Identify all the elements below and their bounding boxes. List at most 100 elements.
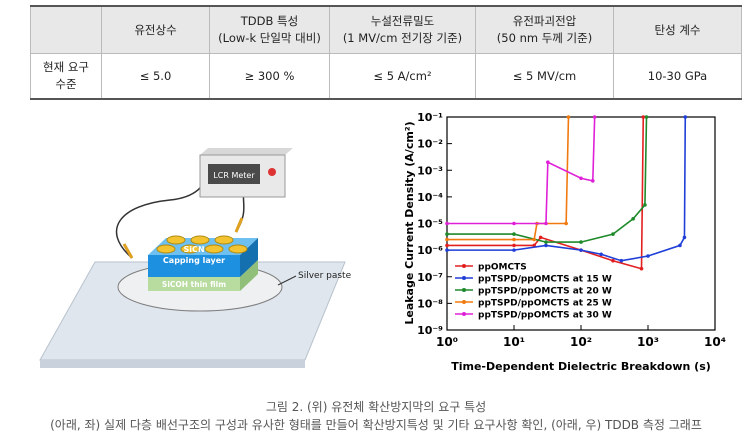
pad [156, 244, 176, 254]
point [579, 248, 583, 252]
pad [190, 235, 210, 245]
point [532, 237, 536, 242]
point [643, 203, 647, 207]
cap-label: Capping layer [163, 256, 225, 265]
x-tick-label: 10¹ [503, 335, 525, 349]
point [546, 160, 550, 165]
header-text: TDDB 특성 [240, 14, 299, 28]
point [512, 243, 516, 248]
header-text: 유전상수 [134, 22, 177, 37]
header-cell: TDDB 특성 (Low-k 단일막 대비) [209, 5, 330, 54]
electrodes [156, 235, 248, 254]
point [512, 232, 516, 236]
point [445, 237, 449, 242]
point [512, 248, 516, 252]
x-tick-label: 10² [570, 335, 592, 349]
caption-line: (아래, 좌) 실제 다층 배선구조의 구성과 유사한 형태를 만들어 확산방지… [50, 418, 702, 432]
data-row: 현재 요구 수준 ≤ 5.0 ≥ 300 % ≤ 5 A/cm² ≤ 5 MV/cm 10-… [30, 53, 742, 100]
y-tick-label: 10⁻⁸ [417, 297, 443, 310]
probe [234, 217, 244, 233]
row-label-text: 현재 요구 [43, 60, 89, 74]
header-cell: 누설전류밀도 (1 MV/cm 전기장 기준) [329, 5, 476, 54]
chart: Time-Dependent Dielectric Breakdown (s) … [403, 111, 726, 373]
header-text: (1 MV/cm 전기장 기준) [342, 31, 463, 45]
x-tick-label: 10⁴ [704, 335, 726, 349]
film-side [240, 260, 258, 291]
point [631, 217, 635, 221]
series-line [447, 116, 648, 243]
caption: 그림 2. (위) 유전체 확산방지막의 요구 특성 (아래, 좌) 실제 다층… [0, 398, 752, 434]
legend-marker [462, 276, 466, 280]
value-cell: ≥ 300 % [209, 53, 330, 100]
pad [228, 244, 248, 254]
legend-label: ppTSPD/ppOMCTS at 15 W [478, 275, 612, 285]
cap-label: SiCN [183, 245, 204, 254]
header-text: 유전파괴전압 [512, 14, 577, 28]
point [644, 115, 649, 119]
legend-label: ppTSPD/ppOMCTS at 30 W [478, 311, 612, 321]
x-tick-label: 10³ [637, 335, 659, 349]
legend-label: ppOMCTS [478, 263, 527, 273]
point [544, 221, 548, 226]
legend-label: ppTSPD/ppOMCTS at 20 W [478, 287, 612, 297]
point [646, 254, 650, 258]
header-cell: 유전파괴전압 (50 nm 두께 기준) [475, 5, 614, 54]
pad [204, 244, 224, 254]
point [641, 115, 646, 119]
point [445, 243, 449, 248]
paste-label: Silver paste [298, 271, 352, 281]
point [544, 243, 548, 248]
y-tick-label: 10⁻⁴ [417, 191, 443, 204]
point [619, 258, 624, 263]
point [678, 243, 682, 248]
point [445, 221, 449, 226]
legend-marker [462, 300, 466, 304]
point [611, 232, 615, 236]
header-text: (50 nm 두께 기준) [496, 31, 593, 45]
value-cell: ≤ 5 A/cm² [329, 53, 476, 100]
point [445, 232, 449, 236]
point [566, 115, 571, 119]
header-cell: 탄성 계수 [613, 5, 742, 54]
header-row: 유전상수 TDDB 특성 (Low-k 단일막 대비) 누설전류밀도 (1 MV/cm … [30, 5, 742, 54]
pad [180, 244, 200, 254]
value-cell: ≤ 5.0 [101, 53, 210, 100]
point [564, 221, 568, 226]
point [592, 115, 597, 119]
film-label: SiCOH thin film [162, 280, 226, 289]
legend-marker [462, 288, 466, 292]
pad [214, 235, 234, 245]
point [512, 221, 516, 226]
caption-line: 그림 2. (위) 유전체 확산방지막의 요구 특성 [265, 400, 487, 414]
y-tick-label: 10⁻¹ [417, 111, 443, 124]
legend-marker [462, 312, 466, 316]
series-line [447, 116, 570, 241]
series-line [447, 116, 596, 225]
y-axis-title: Leakage Current Density (A/cm²) [403, 121, 416, 324]
meter-knob [268, 168, 276, 176]
film-layer [148, 277, 240, 291]
header-text: (Low-k 단일막 대비) [218, 31, 321, 45]
point [611, 258, 615, 263]
x-tick-label: 10⁰ [436, 335, 458, 349]
point [445, 248, 449, 252]
row-label: 현재 요구 수준 [30, 53, 102, 100]
y-tick-label: 10⁻⁵ [417, 218, 443, 231]
point [544, 240, 548, 244]
pad [166, 235, 186, 245]
substrate-edge [40, 360, 305, 368]
series-line [447, 116, 645, 270]
x-axis-title: Time-Dependent Dielectric Breakdown (s) [451, 360, 711, 373]
capping-layer [148, 255, 240, 277]
header-text: 탄성 계수 [654, 22, 701, 37]
point [639, 266, 644, 271]
corner-cell [30, 5, 102, 54]
y-tick-label: 10⁻⁹ [417, 324, 443, 337]
point [599, 252, 603, 257]
diagram: LCR Meter SiCN Capping layer SiCOH thin … [39, 148, 352, 368]
meter-label: LCR Meter [213, 171, 255, 180]
probe [122, 243, 134, 259]
leader [277, 275, 297, 286]
meter-top [200, 148, 293, 155]
